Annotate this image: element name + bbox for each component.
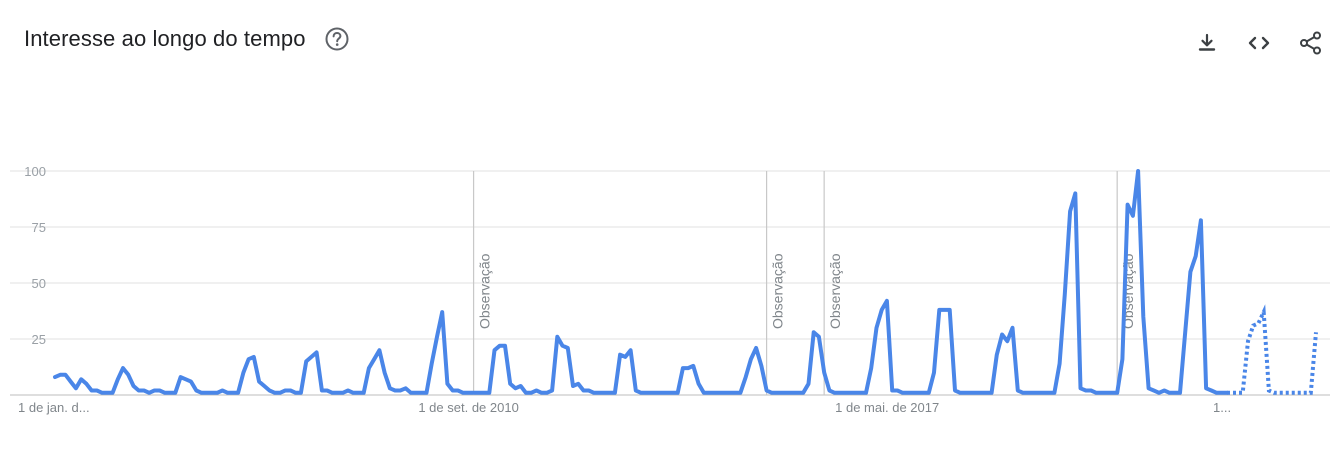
series-partial-line bbox=[1227, 304, 1318, 395]
x-tick-label: 1 de mai. de 2017 bbox=[835, 400, 939, 415]
annotation-label: Observação bbox=[770, 253, 786, 329]
title-row: Interesse ao longo do tempo bbox=[24, 26, 350, 52]
share-icon[interactable] bbox=[1296, 28, 1326, 58]
embed-code-icon[interactable] bbox=[1244, 28, 1274, 58]
y-tick-label: 100 bbox=[24, 164, 46, 179]
x-tick-label: 1 de set. de 2010 bbox=[418, 400, 518, 415]
series-line bbox=[53, 169, 1229, 395]
help-circle-icon[interactable] bbox=[324, 26, 350, 52]
annotation-label: Observação bbox=[827, 253, 843, 329]
y-tick-label: 25 bbox=[32, 332, 46, 347]
x-tick-label: 1... bbox=[1213, 400, 1231, 415]
annotation-label: Observação bbox=[477, 253, 493, 329]
y-tick-label: 50 bbox=[32, 276, 46, 291]
download-icon[interactable] bbox=[1192, 28, 1222, 58]
chart-actions bbox=[1192, 28, 1326, 58]
page-title: Interesse ao longo do tempo bbox=[24, 26, 306, 51]
y-tick-label: 75 bbox=[32, 220, 46, 235]
x-tick-label: 1 de jan. d... bbox=[18, 400, 90, 415]
